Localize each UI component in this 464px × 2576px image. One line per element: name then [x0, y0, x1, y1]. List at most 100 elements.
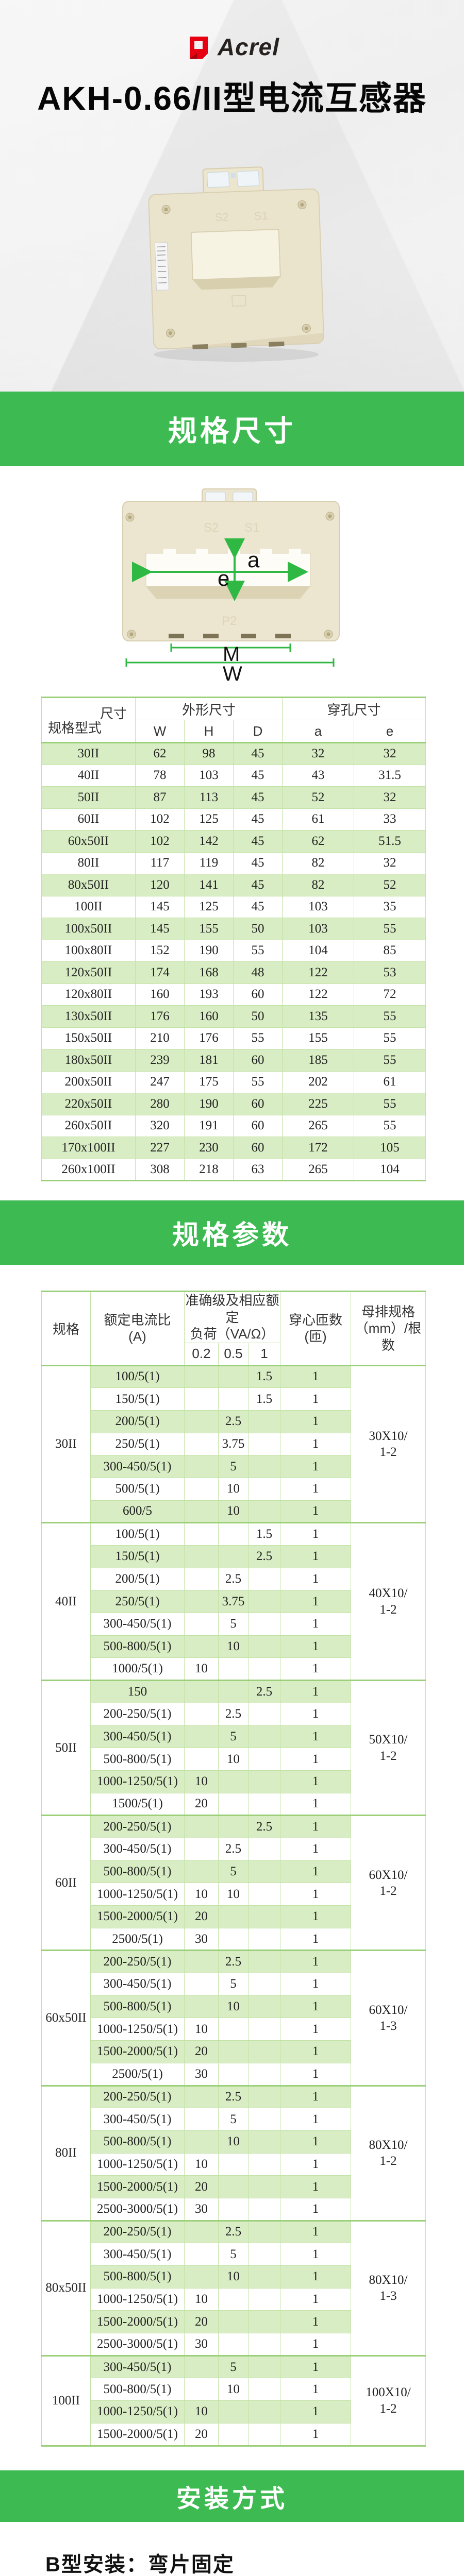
dim-value-cell: 35 [354, 895, 426, 918]
ratio-cell: 1500-2000/5(1) [90, 2175, 185, 2198]
load-02-cell [184, 1995, 219, 2019]
dim-value-cell: 193 [184, 983, 234, 1006]
dim-value-cell: 191 [184, 1114, 234, 1137]
ratio-cell: 200/5(1) [90, 1567, 185, 1591]
load-05-cell [218, 1522, 248, 1546]
turns-cell: 1 [280, 1613, 351, 1636]
ratio-cell: 1000-1250/5(1) [90, 1770, 185, 1793]
corner-header-bottom: 规格型式 [48, 720, 102, 736]
load-1-cell [248, 1950, 280, 1974]
dim-value-cell: 52 [354, 874, 426, 896]
dim-value-cell: 103 [184, 764, 234, 787]
dim-value-cell: 145 [135, 918, 185, 940]
ratio-cell: 2500-3000/5(1) [90, 2333, 185, 2356]
load-02-cell [184, 1567, 219, 1591]
dim-value-cell: 227 [135, 1137, 185, 1159]
section-banner-dimensions: 规格尺寸 [0, 392, 464, 466]
load-1-cell [248, 1973, 280, 1996]
dim-value-cell: 239 [135, 1049, 185, 1072]
load-05-cell [218, 2153, 248, 2176]
dim-label-m: M [223, 643, 240, 666]
load-05-cell: 10 [218, 2265, 248, 2289]
dim-value-cell: 125 [184, 895, 234, 918]
load-1-cell [248, 2108, 280, 2131]
load-1-cell [248, 1455, 280, 1478]
dim-value-cell: 61 [282, 808, 355, 831]
load-02-cell: 20 [184, 2175, 219, 2198]
dim-value-cell: 60 [233, 1049, 283, 1072]
load-05-cell: 2.5 [218, 1410, 248, 1433]
ratio-cell: 1000-1250/5(1) [90, 2287, 185, 2311]
dim-value-cell: 113 [184, 786, 234, 809]
turns-cell: 1 [280, 1657, 351, 1681]
dim-value-cell: 168 [184, 961, 234, 984]
dim-model-cell: 60II [41, 808, 136, 831]
dim-value-cell: 105 [354, 1137, 426, 1159]
load-02-cell [184, 1973, 219, 1996]
dim-value-cell: 102 [135, 808, 185, 831]
dim-value-cell: 172 [282, 1137, 355, 1159]
load-05-cell: 10 [218, 1995, 248, 2019]
load-05-cell [218, 1770, 248, 1793]
dim-value-cell: 265 [282, 1114, 355, 1137]
load-05-cell [218, 1792, 248, 1816]
dim-model-cell: 150x50II [41, 1027, 136, 1049]
turns-cell: 1 [280, 1792, 351, 1816]
ratio-cell: 100/5(1) [90, 1364, 185, 1388]
load-02-cell: 10 [184, 2400, 219, 2424]
ratio-cell: 500-800/5(1) [90, 1748, 185, 1771]
load-02-cell: 20 [184, 2422, 219, 2446]
load-02-cell [184, 1702, 219, 1726]
ratio-cell: 100/5(1) [90, 1522, 185, 1546]
load-05-cell [218, 1680, 248, 1703]
load-05-cell: 5 [218, 2354, 248, 2379]
turns-cell: 1 [280, 2062, 351, 2086]
load-1-cell [248, 2265, 280, 2289]
current-transformer-image: S2 S1 [148, 166, 324, 362]
dim-value-cell: 265 [282, 1158, 355, 1181]
ratio-cell: 1000-1250/5(1) [90, 2018, 185, 2041]
load-1-cell [248, 2084, 280, 2109]
turns-cell: 1 [280, 2130, 351, 2154]
parameter-row: 1000-1250/5(1) 10 10 1 [42, 1883, 426, 1906]
dim-model-cell: 180x50II [41, 1049, 136, 1072]
dimension-row: 260x100II 308 218 63 265 104 [41, 1158, 426, 1181]
load-05-cell: 5 [218, 1860, 248, 1884]
load-1-cell [248, 1792, 280, 1816]
dim-value-cell: 185 [282, 1049, 355, 1072]
dim-value-cell: 202 [282, 1071, 355, 1093]
ratio-cell: 500-800/5(1) [90, 1860, 185, 1884]
spec-group-cell: 80II [41, 2084, 91, 2221]
turns-cell: 1 [280, 2400, 351, 2424]
load-1-cell: 2.5 [248, 1815, 280, 1838]
dimension-row: 40II 78 103 45 43 31.5 [41, 764, 426, 787]
parameter-row: 1500-2000/5(1) 20 1 [42, 2175, 426, 2198]
parameter-row: 300-450/5(1) 5 1 [42, 1613, 426, 1636]
dim-value-cell: 60 [233, 1137, 283, 1159]
load-1-cell [248, 1613, 280, 1636]
emboss-s2: S2 [214, 210, 229, 224]
load-05-cell: 2.5 [218, 1567, 248, 1591]
ratio-cell: 200/5(1) [90, 1410, 185, 1433]
brand-logo: Acrel [0, 33, 464, 61]
dim-value-cell: 51.5 [354, 830, 426, 853]
load-1-cell: 2.5 [248, 1545, 280, 1568]
spec-group-cell: 40II [41, 1522, 91, 1681]
dim-value-cell: 145 [135, 895, 185, 918]
dimension-row: 120x50II 174 168 48 122 53 [41, 961, 426, 984]
dimension-row: 100x80II 152 190 55 104 85 [41, 939, 426, 962]
load-1-cell [248, 1725, 280, 1749]
ratio-cell: 300-450/5(1) [90, 1613, 185, 1636]
load-02-cell [184, 1950, 219, 1974]
dim-model-cell: 80II [41, 852, 136, 874]
dim-model-cell: 170x100II [41, 1137, 136, 1159]
banner-title: 安装方式 [176, 2485, 288, 2513]
ratio-cell: 2500/5(1) [90, 2062, 185, 2086]
dim-value-cell: 45 [233, 830, 283, 853]
header-section: Acrel AKH-0.66/II型电流互感器 S2 S1 [0, 0, 464, 392]
dim-column-header: a [282, 720, 355, 743]
ratio-cell: 150 [90, 1680, 185, 1703]
dim-value-cell: 55 [354, 1005, 426, 1028]
load-1-cell [248, 2243, 280, 2266]
dim-value-cell: 160 [135, 983, 185, 1006]
